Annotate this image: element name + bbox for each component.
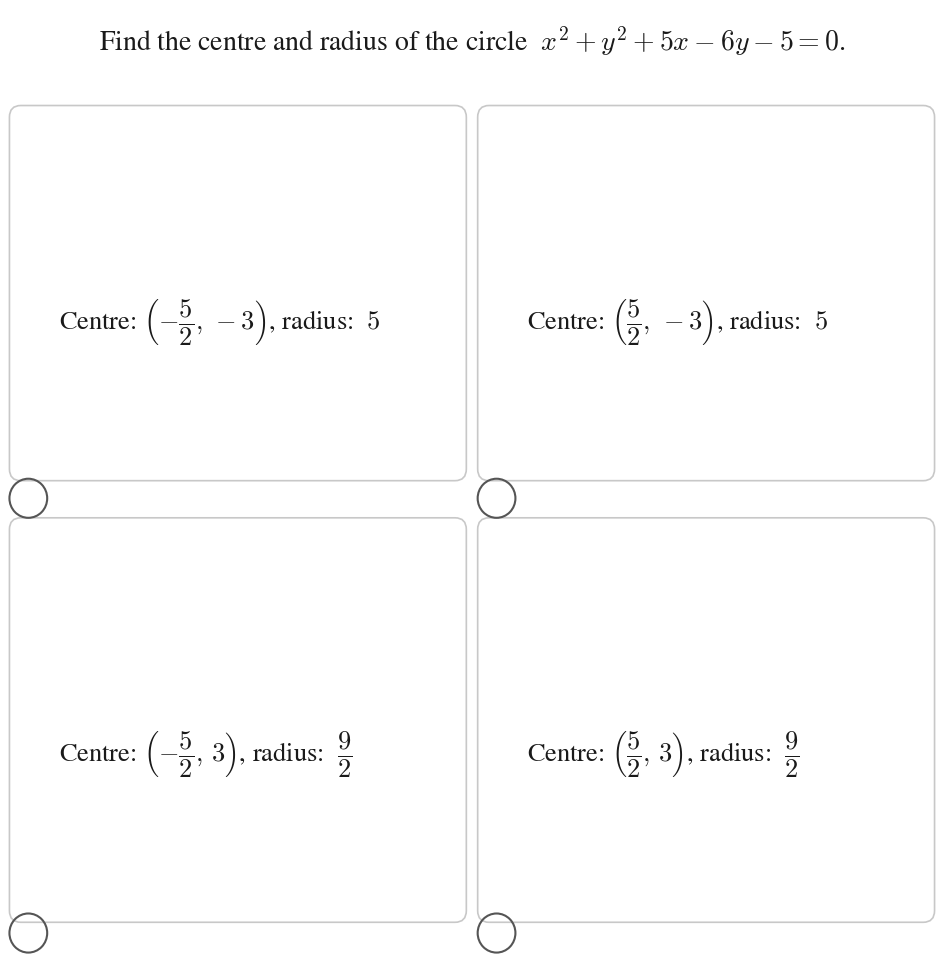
FancyBboxPatch shape [9, 518, 466, 922]
FancyBboxPatch shape [478, 518, 935, 922]
Text: Centre: $\left(-\dfrac{5}{2},\,3\right)$, radius:  $\dfrac{9}{2}$: Centre: $\left(-\dfrac{5}{2},\,3\right)$… [59, 729, 352, 780]
Text: Centre: $\left(\dfrac{5}{2},\,-3\right)$, radius:  $5$: Centre: $\left(\dfrac{5}{2},\,-3\right)$… [527, 297, 828, 348]
FancyBboxPatch shape [478, 106, 935, 481]
Text: Centre: $\left(-\dfrac{5}{2},\,-3\right)$, radius:  $5$: Centre: $\left(-\dfrac{5}{2},\,-3\right)… [59, 297, 380, 348]
Text: Centre: $\left(\dfrac{5}{2},\,3\right)$, radius:  $\dfrac{9}{2}$: Centre: $\left(\dfrac{5}{2},\,3\right)$,… [527, 729, 800, 780]
FancyBboxPatch shape [9, 106, 466, 481]
Text: Find the centre and radius of the circle  $x^2+y^2+5x-6y-5=0$.: Find the centre and radius of the circle… [99, 24, 845, 58]
